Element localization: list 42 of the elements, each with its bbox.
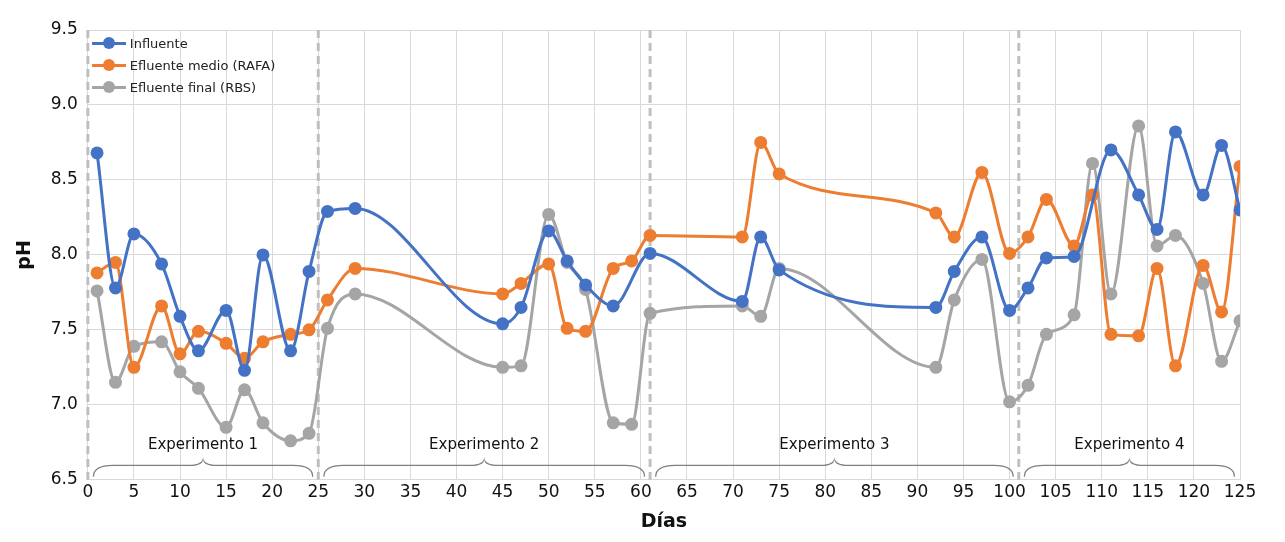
x-tick-label: 95: [952, 481, 975, 502]
x-tick-label: 20: [261, 481, 283, 502]
x-tick-label: 90: [906, 481, 929, 502]
y-tick-label: 9.5: [50, 18, 78, 39]
x-tick-label: 15: [215, 481, 237, 502]
x-tick-label: 70: [722, 481, 744, 502]
x-tick-label: 0: [82, 481, 94, 502]
annotation: Experimento 2: [429, 434, 540, 453]
y-axis-title: pH: [12, 240, 35, 270]
annotation: Experimento 3: [779, 434, 890, 453]
x-tick-label: 55: [583, 481, 606, 502]
y-tick-label: 8.5: [50, 168, 78, 189]
x-tick-label: 65: [676, 481, 698, 502]
x-tick-label: 10: [169, 481, 191, 502]
y-tick-label: 7.5: [50, 318, 78, 339]
x-tick-label: 30: [353, 481, 376, 502]
x-tick-label: 45: [491, 481, 514, 502]
x-tick-label: 80: [814, 481, 837, 502]
x-tick-label: 110: [1085, 481, 1118, 502]
x-tick-label: 100: [993, 481, 1026, 502]
x-tick-label: 85: [860, 481, 883, 502]
x-tick-label: 50: [537, 481, 560, 502]
legend-label: Efluente final (RBS): [129, 79, 257, 95]
y-tick-label: 6.5: [50, 468, 78, 489]
x-tick-label: 40: [445, 481, 468, 502]
annotation: Experimento 4: [1074, 434, 1185, 453]
x-tick-label: 105: [1039, 481, 1072, 502]
x-tick-label: 5: [128, 481, 140, 502]
annotation: Experimento 1: [147, 434, 259, 453]
y-tick-label: 7.0: [50, 393, 78, 414]
legend-label: Efluente medio (RAFA): [129, 57, 276, 73]
x-tick-label: 35: [399, 481, 422, 502]
x-tick-label: 60: [630, 481, 652, 502]
x-tick-label: 125: [1223, 481, 1257, 502]
legend-label: Influente: [129, 35, 188, 51]
x-tick-label: 115: [1131, 481, 1165, 502]
x-tick-label: 25: [307, 481, 330, 502]
y-tick-label: 8.0: [50, 243, 78, 264]
y-tick-label: 9.0: [50, 93, 78, 114]
x-tick-label: 120: [1177, 481, 1211, 502]
x-axis-title: Días: [640, 508, 688, 531]
x-tick-label: 75: [768, 481, 790, 502]
